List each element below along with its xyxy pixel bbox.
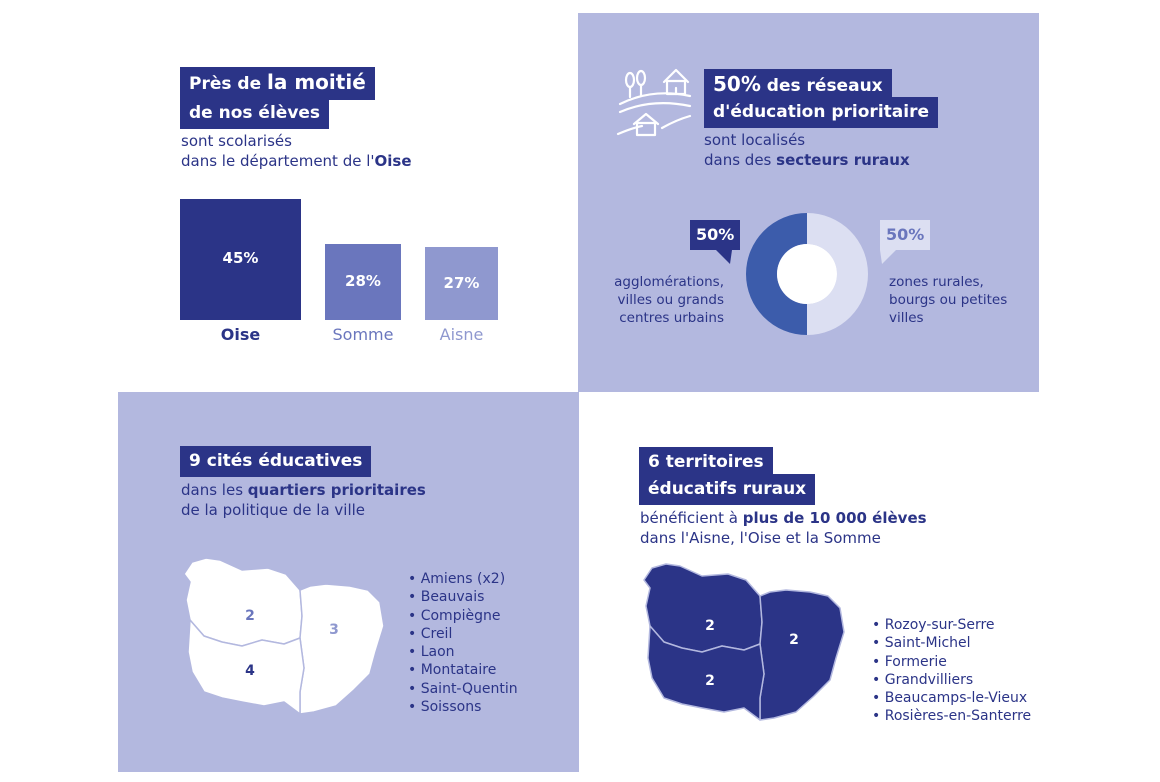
- territory-list-item: Saint-Michel: [872, 634, 1031, 652]
- bar-somme: 28%: [325, 244, 401, 320]
- map-region-aisne: [299, 583, 385, 715]
- panel2-headline-line1: 50% des réseaux: [704, 69, 892, 102]
- panel4-headline-line1: 6 territoires: [639, 447, 773, 478]
- city-list-item: Montataire: [408, 661, 518, 679]
- map-region-oise: [187, 619, 305, 715]
- subtitle-emphasis: quartiers prioritaires: [247, 481, 426, 499]
- subtitle-text: dans des: [704, 151, 777, 169]
- left-label-line3: centres urbains: [619, 310, 724, 326]
- panel4-headline-line2: éducatifs ruraux: [639, 474, 816, 505]
- left-percent-bubble: 50%: [690, 220, 741, 250]
- headline-emphasis: 50%: [713, 72, 761, 96]
- city-list-item: Saint-Quentin: [408, 680, 518, 698]
- right-label-line1: zones rurales,: [889, 274, 984, 290]
- panel1-subtitle-line2: dans le département de l'Oise: [181, 151, 412, 171]
- map-region-oise: [647, 625, 765, 721]
- panel4-subtitle-line1: bénéficient à plus de 10 000 élèves: [640, 508, 927, 528]
- panel2-headline-line2: d'éducation prioritaire: [704, 97, 938, 128]
- right-label-line2: bourgs ou petites: [889, 292, 1008, 308]
- bar-oise: 45%: [180, 198, 301, 320]
- panel2-subtitle-line2: dans des secteurs ruraux: [704, 150, 910, 170]
- right-bubble-pointer: [880, 250, 896, 264]
- map-value-oise: 2: [705, 673, 715, 689]
- rural-landscape-icon: [616, 68, 692, 137]
- left-bubble-pointer: [716, 250, 732, 264]
- left-label-line1: agglomérations,: [614, 274, 724, 290]
- cities-list: Amiens (x2)BeauvaisCompiègneCreilLaonMon…: [408, 570, 518, 716]
- left-label-line2: villes ou grands: [617, 292, 724, 308]
- territory-list-item: Grandvilliers: [872, 671, 1031, 689]
- bar-value-label: 45%: [222, 249, 259, 268]
- territory-list-item: Rosières-en-Santerre: [872, 707, 1031, 725]
- city-list-item: Soissons: [408, 698, 518, 716]
- region-map-white: 2 3 4: [183, 557, 385, 715]
- subtitle-emphasis: plus de 10 000 élèves: [742, 509, 927, 527]
- panel2-subtitle-line1: sont localisés: [704, 131, 806, 149]
- map-value-aisne: 3: [329, 622, 339, 638]
- right-percent-bubble: 50%: [880, 220, 931, 250]
- panel1-headline-line2: de nos élèves: [180, 98, 330, 129]
- city-list-item: Compiègne: [408, 607, 518, 625]
- territories-list: Rozoy-sur-SerreSaint-MichelFormerieGrand…: [872, 616, 1031, 726]
- panel1-headline-line1: Près de la moitié: [180, 67, 375, 100]
- panel4-subtitle-line2: dans l'Aisne, l'Oise et la Somme: [640, 529, 881, 547]
- city-list-item: Beauvais: [408, 588, 518, 606]
- panel1-subtitle-line1: sont scolarisés: [181, 132, 292, 150]
- headline-emphasis: la moitié: [267, 70, 366, 94]
- map-value-aisne: 2: [789, 632, 799, 648]
- territory-list-item: Formerie: [872, 653, 1031, 671]
- panel3-subtitle-line1: dans les quartiers prioritaires: [181, 480, 426, 500]
- map-value-somme: 2: [705, 618, 715, 634]
- right-label-line3: villes: [889, 310, 924, 326]
- bar-category-label: Somme: [332, 325, 394, 344]
- map-value-somme: 2: [245, 608, 255, 624]
- subtitle-emphasis: secteurs ruraux: [776, 151, 910, 169]
- subtitle-text: dans les: [181, 481, 248, 499]
- donut-slice-rural: [807, 213, 868, 335]
- map-value-oise: 4: [245, 663, 255, 679]
- territory-list-item: Beaucamps-le-Vieux: [872, 689, 1031, 707]
- left-label: agglomérations, villes ou grands centres…: [600, 273, 724, 327]
- subtitle-text: bénéficient à: [640, 509, 743, 527]
- panel3-subtitle-line2: de la politique de la ville: [181, 501, 366, 519]
- region-map-dark: 2 2 2: [643, 563, 845, 721]
- city-list-item: Creil: [408, 625, 518, 643]
- bar-category-label: Aisne: [439, 325, 484, 344]
- donut-hole: [777, 244, 837, 304]
- headline-text: des réseaux: [760, 76, 883, 96]
- subtitle-text: dans le département de l': [181, 152, 375, 170]
- map-region-aisne: [759, 589, 845, 721]
- headline-text: Près de: [189, 74, 268, 94]
- bar-value-label: 28%: [345, 272, 381, 291]
- bar-aisne: 27%: [425, 247, 498, 320]
- donut-slice-urban: [746, 213, 807, 335]
- subtitle-emphasis: Oise: [374, 152, 412, 170]
- city-list-item: Laon: [408, 643, 518, 661]
- donut-chart: [746, 213, 868, 335]
- right-label: zones rurales, bourgs ou petites villes: [889, 273, 1029, 327]
- territory-list-item: Rozoy-sur-Serre: [872, 616, 1031, 634]
- city-list-item: Amiens (x2): [408, 570, 518, 588]
- bar-category-label: Oise: [220, 325, 261, 344]
- panel3-headline: 9 cités éducatives: [180, 446, 372, 477]
- bar-value-label: 27%: [443, 273, 480, 292]
